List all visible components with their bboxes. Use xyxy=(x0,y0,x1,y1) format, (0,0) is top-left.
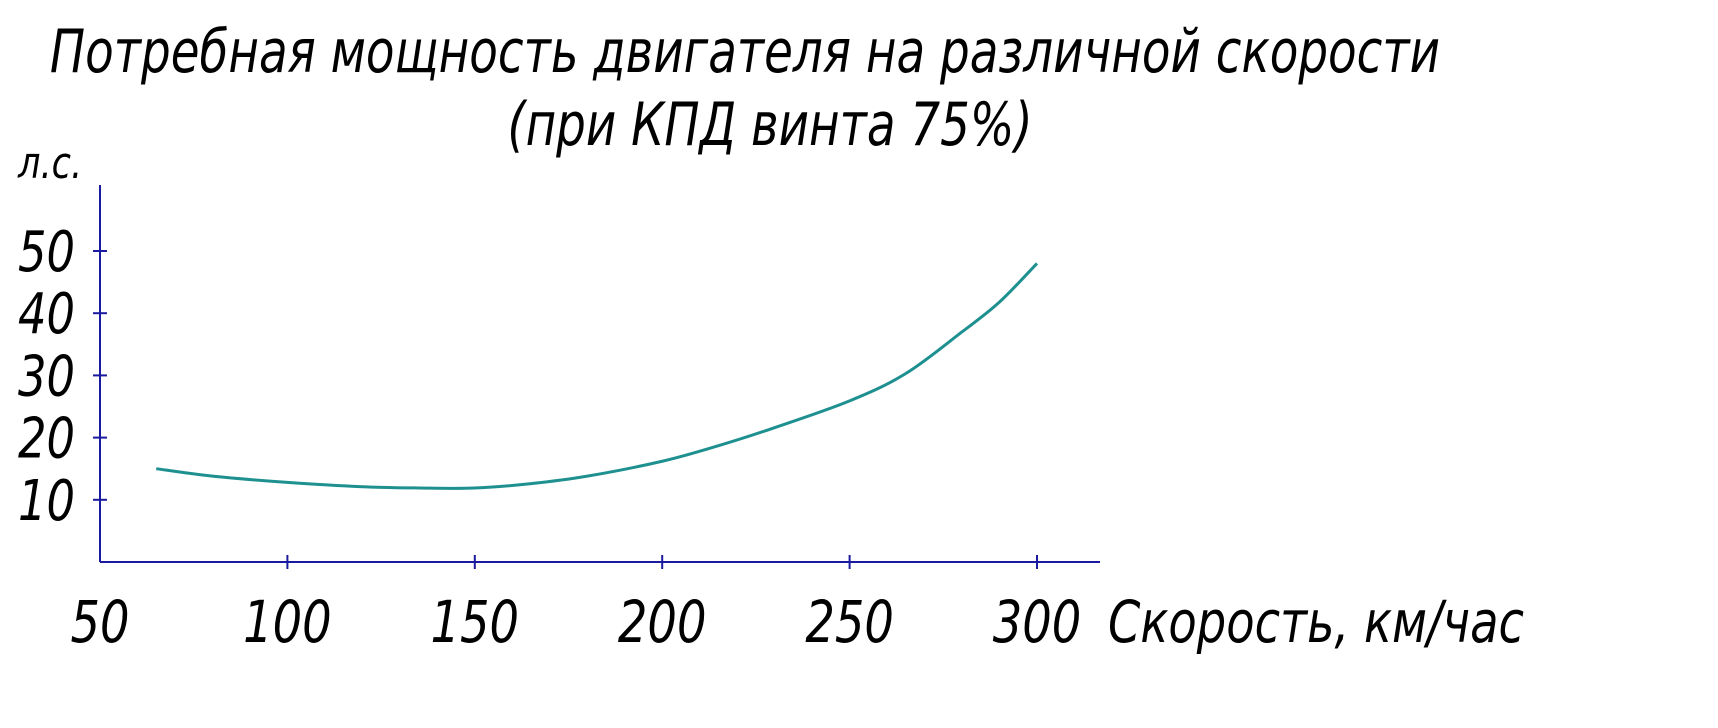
y-tick-label: 10 xyxy=(18,468,75,533)
series-line xyxy=(156,262,1039,490)
x-tick-label: 300 xyxy=(993,589,1082,656)
x-tick-label: 100 xyxy=(243,589,332,656)
y-axis-label: л.с. xyxy=(17,138,82,189)
x-axis-label: Скорость, км/час xyxy=(1108,589,1524,656)
x-tick-label: 200 xyxy=(618,589,707,656)
y-tick-label: 50 xyxy=(18,219,75,284)
x-tick-label: 150 xyxy=(431,589,520,656)
x-tick-label: 250 xyxy=(805,589,894,656)
y-tick-label: 30 xyxy=(18,343,75,408)
x-tick-label: 50 xyxy=(70,589,129,656)
chart-subtitle: (при КПД винта 75%) xyxy=(507,89,1032,159)
chart-title: Потребная мощность двигателя на различно… xyxy=(50,16,1440,86)
y-tick-label: 20 xyxy=(18,406,75,471)
y-tick-label: 40 xyxy=(18,281,75,346)
